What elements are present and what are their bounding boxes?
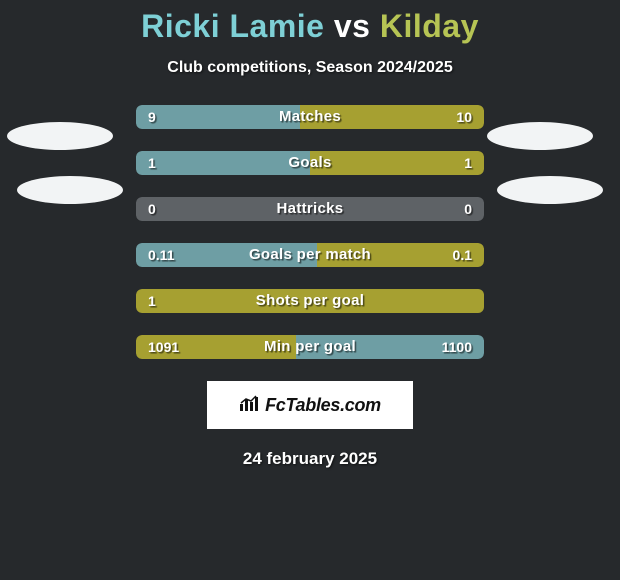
- player2-name: Kilday: [380, 8, 479, 44]
- stat-row: 00Hattricks: [136, 197, 484, 221]
- stat-label: Goals per match: [136, 243, 484, 267]
- stat-row: 910Matches: [136, 105, 484, 129]
- logo-box: FcTables.com: [207, 381, 413, 429]
- team-badge: [7, 122, 113, 150]
- stat-row: 10911100Min per goal: [136, 335, 484, 359]
- stat-label: Min per goal: [136, 335, 484, 359]
- stat-row: 1Shots per goal: [136, 289, 484, 313]
- player1-name: Ricki Lamie: [141, 8, 324, 44]
- stat-label: Shots per goal: [136, 289, 484, 313]
- team-badge: [17, 176, 123, 204]
- stat-label: Matches: [136, 105, 484, 129]
- stat-label: Goals: [136, 151, 484, 175]
- team-badge: [497, 176, 603, 204]
- vs-text: vs: [334, 8, 371, 44]
- date-text: 24 february 2025: [0, 449, 620, 469]
- stat-label: Hattricks: [136, 197, 484, 221]
- comparison-title: Ricki Lamie vs Kilday: [0, 0, 620, 45]
- subtitle: Club competitions, Season 2024/2025: [0, 59, 620, 77]
- team-badge: [487, 122, 593, 150]
- chart-icon: [239, 394, 261, 417]
- stats-container: 910Matches 11Goals 00Hattricks 0.110.1Goals…: [136, 105, 484, 359]
- stat-row: 0.110.1Goals per match: [136, 243, 484, 267]
- logo-text: FcTables.com: [265, 395, 381, 416]
- stat-row: 11Goals: [136, 151, 484, 175]
